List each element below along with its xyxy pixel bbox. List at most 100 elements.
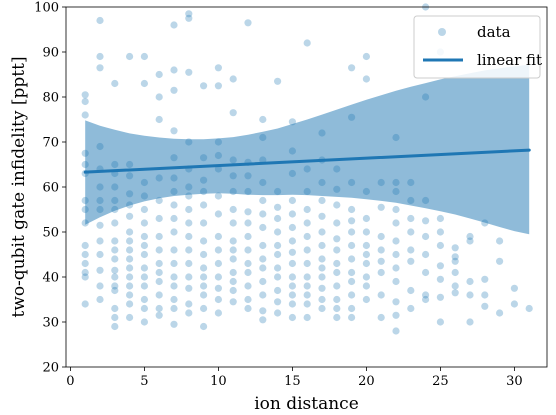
data-point <box>348 255 356 263</box>
data-point <box>407 246 415 254</box>
data-point <box>96 183 104 191</box>
y-axis-ticks: 20 30 40 50 60 70 80 90 100 <box>34 1 66 376</box>
data-point <box>392 178 400 187</box>
data-point <box>318 284 326 292</box>
data-point <box>392 277 400 286</box>
data-point <box>362 187 370 196</box>
data-point <box>111 79 119 88</box>
data-point <box>303 187 311 196</box>
data-point <box>407 304 415 313</box>
data-point <box>140 232 148 241</box>
data-point <box>244 172 252 180</box>
data-point <box>229 109 237 117</box>
data-point <box>155 196 163 205</box>
data-point <box>170 246 178 254</box>
data-points-layer <box>81 3 533 335</box>
data-point <box>244 19 252 27</box>
data-point <box>185 68 193 76</box>
data-point <box>259 241 267 250</box>
data-point <box>96 250 104 259</box>
data-point <box>170 187 178 196</box>
data-point <box>348 113 356 121</box>
data-point <box>155 214 163 223</box>
data-point <box>274 309 282 317</box>
data-point <box>140 52 148 61</box>
data-point <box>170 273 178 281</box>
data-point <box>111 246 119 254</box>
data-point <box>392 205 400 214</box>
data-point <box>170 174 178 182</box>
data-point <box>407 228 415 236</box>
data-point <box>185 10 193 18</box>
data-point <box>303 300 311 308</box>
data-point <box>333 201 341 209</box>
data-point <box>229 277 237 286</box>
data-point <box>422 268 430 277</box>
data-point <box>126 282 134 290</box>
data-point <box>229 268 237 277</box>
data-point <box>362 52 370 61</box>
data-point <box>259 255 267 263</box>
data-point <box>333 185 341 193</box>
data-point <box>81 97 89 106</box>
data-point <box>288 237 296 245</box>
data-point <box>214 309 222 317</box>
data-point <box>259 223 267 232</box>
data-point <box>407 196 415 205</box>
data-point <box>185 309 193 317</box>
data-point <box>481 275 489 283</box>
legend-data-label: data <box>477 23 511 41</box>
data-point <box>229 187 237 196</box>
data-point <box>496 257 504 265</box>
data-point <box>140 241 148 250</box>
data-point <box>451 289 459 297</box>
data-point <box>392 311 400 319</box>
data-point <box>81 160 89 169</box>
data-point <box>303 165 311 173</box>
data-point <box>407 286 415 295</box>
data-point <box>140 219 148 227</box>
data-point <box>274 241 282 250</box>
data-point <box>362 259 370 268</box>
data-point <box>200 291 208 299</box>
data-point <box>377 257 385 265</box>
data-point <box>200 273 208 281</box>
data-point <box>111 282 119 290</box>
data-point <box>214 64 222 72</box>
data-point <box>259 210 267 218</box>
data-point <box>111 183 119 191</box>
data-point <box>348 64 356 72</box>
data-point <box>229 172 237 180</box>
data-point <box>155 304 163 313</box>
data-point <box>155 259 163 268</box>
data-point <box>422 295 430 304</box>
data-point <box>155 70 163 79</box>
data-point <box>436 241 444 250</box>
data-point <box>318 212 326 220</box>
data-point <box>303 313 311 322</box>
data-point <box>436 293 444 301</box>
data-point <box>333 235 341 243</box>
data-point <box>451 244 459 252</box>
data-point <box>155 268 163 277</box>
data-point <box>362 241 370 250</box>
data-point <box>244 295 252 304</box>
data-point <box>318 196 326 205</box>
data-point <box>81 91 89 99</box>
data-point <box>288 282 296 290</box>
data-point <box>244 208 252 216</box>
data-point <box>81 111 89 119</box>
data-point <box>436 262 444 270</box>
data-point <box>288 210 296 218</box>
data-point <box>214 138 222 146</box>
data-point <box>200 282 208 290</box>
y-tick-label: 90 <box>42 46 59 61</box>
data-point <box>377 313 385 322</box>
data-point <box>333 165 341 173</box>
data-point <box>200 201 208 209</box>
data-point <box>229 156 237 164</box>
data-point <box>96 266 104 274</box>
data-point <box>303 219 311 227</box>
data-point <box>333 304 341 313</box>
data-point <box>348 291 356 299</box>
